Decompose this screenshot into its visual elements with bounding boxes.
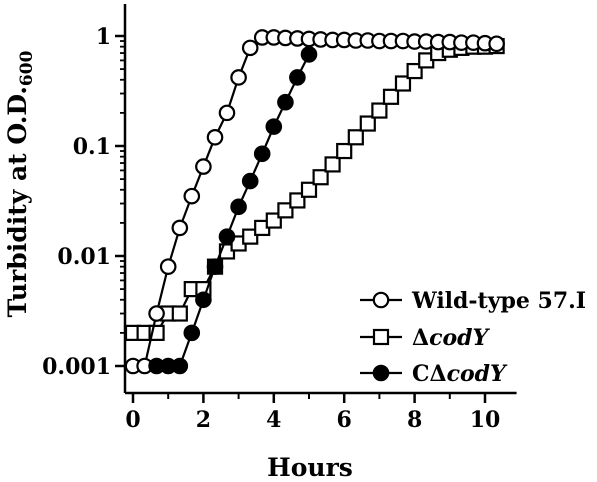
data-point — [277, 202, 294, 219]
series-3 — [148, 46, 318, 375]
data-point — [289, 192, 306, 209]
legend-label: Wild-type 57.I — [411, 288, 586, 314]
data-point — [289, 69, 306, 86]
data-point — [371, 102, 388, 119]
y-axis-title-subscript: 600 — [17, 50, 37, 86]
legend-label-suffix: Wild-type 57.I — [411, 288, 586, 314]
data-point — [171, 219, 189, 237]
legend-label-prefix: Δ — [412, 325, 429, 351]
data-point — [195, 291, 212, 309]
x-axis-title: Hours — [267, 453, 353, 482]
data-point — [336, 142, 353, 160]
data-point — [171, 357, 189, 375]
data-point — [206, 258, 224, 275]
data-point — [148, 305, 165, 322]
data-point — [241, 39, 259, 57]
legend-label: CΔcodY — [412, 361, 508, 387]
x-tick-label: 4 — [266, 407, 281, 433]
data-point — [265, 212, 282, 229]
data-point — [183, 324, 201, 342]
data-point — [242, 228, 259, 245]
data-point — [312, 169, 329, 186]
legend-label-prefix: CΔ — [412, 361, 447, 387]
data-point — [406, 62, 423, 80]
y-tick-label: 1 — [96, 24, 111, 50]
y-tick-label: 0.001 — [42, 354, 111, 380]
data-point — [218, 104, 236, 122]
x-tick-label: 6 — [337, 407, 352, 433]
data-point — [265, 118, 283, 135]
data-point — [230, 198, 247, 216]
legend-item: ΔcodY — [360, 325, 491, 351]
legend-marker — [372, 364, 390, 382]
data-point — [300, 181, 318, 198]
legend-marker — [372, 291, 390, 309]
data-point — [183, 187, 201, 205]
data-point — [382, 88, 400, 105]
legend-item: CΔcodY — [360, 361, 508, 387]
data-point — [253, 145, 271, 163]
data-point — [241, 172, 259, 190]
legend-label-italic: codY — [447, 361, 508, 387]
x-tick-label: 2 — [196, 407, 211, 433]
y-tick-label: 0.01 — [57, 244, 111, 270]
legend-item: Wild-type 57.I — [360, 288, 586, 314]
y-axis-title: Turbidity at O.D.600 — [3, 50, 37, 317]
data-point — [359, 115, 376, 132]
series-1 — [124, 29, 505, 375]
data-point — [324, 156, 341, 173]
legend-label-italic: codY — [429, 325, 490, 351]
data-point — [394, 75, 412, 92]
x-tick-label: 0 — [125, 407, 140, 433]
x-tick-label: 8 — [407, 407, 422, 433]
data-point — [171, 305, 188, 322]
data-point — [488, 35, 505, 53]
legend-marker — [372, 328, 390, 346]
data-point — [218, 228, 236, 245]
y-tick-label: 0.1 — [73, 134, 111, 160]
data-point — [277, 93, 294, 111]
data-point — [347, 129, 364, 146]
data-point — [230, 69, 247, 86]
data-point — [300, 46, 318, 63]
data-point — [195, 158, 212, 175]
y-axis-title-main: Turbidity at O.D. — [3, 86, 32, 317]
legend-label: ΔcodY — [412, 325, 491, 351]
x-tick-label: 10 — [470, 407, 501, 433]
data-point — [206, 128, 224, 146]
plot-area — [124, 29, 505, 375]
data-point — [159, 258, 177, 275]
